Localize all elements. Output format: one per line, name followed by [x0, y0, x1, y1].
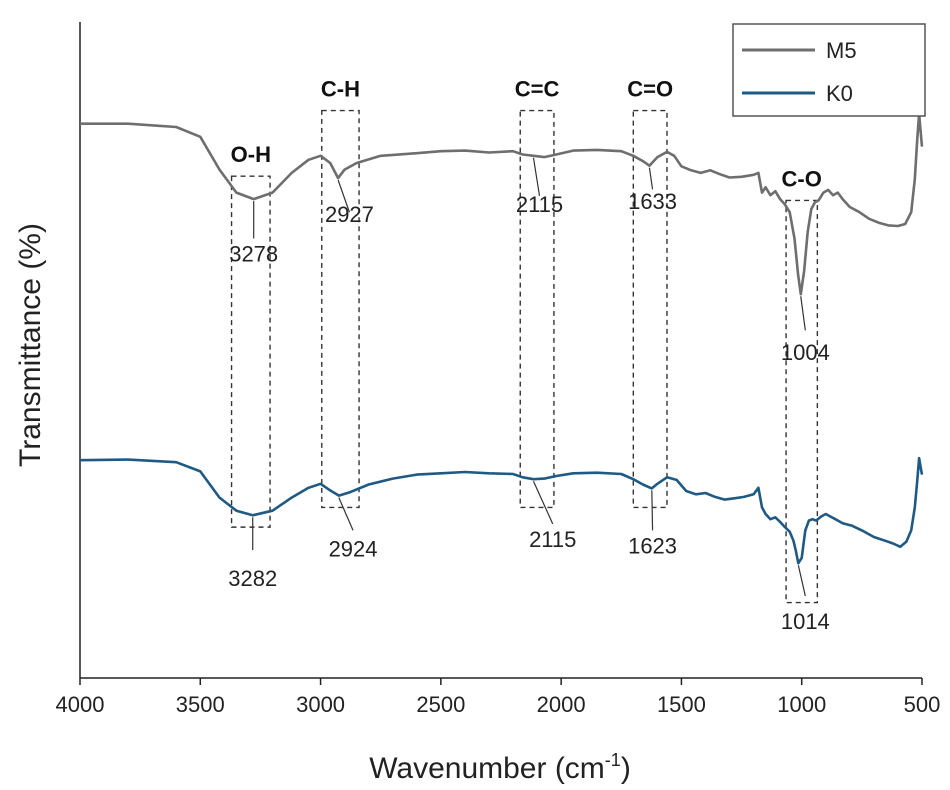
peak-label-k0-1623: 1623	[628, 533, 677, 558]
x-tick-label-1500: 1500	[657, 692, 706, 717]
x-tick-label-3000: 3000	[296, 692, 345, 717]
x-axis-title: Wavenumber (cm-1)	[369, 750, 631, 785]
band-label-ch: C-H	[321, 77, 360, 102]
series-line-m5	[80, 112, 924, 296]
plot-area: 4000 3500 3000 2500 2000 1500 1000 500 O-H C-H C=C…	[56, 22, 941, 717]
peak-leader-k0-2924	[338, 497, 354, 531]
legend-label-k0: K0	[826, 81, 853, 106]
x-tick-label-2000: 2000	[537, 692, 586, 717]
legend-label-m5: M5	[826, 38, 857, 63]
peak-label-k0-2115: 2115	[529, 527, 576, 552]
x-tick-label-2500: 2500	[416, 692, 465, 717]
peak-leader-k0-1623	[651, 490, 654, 531]
x-tick-label-3500: 3500	[176, 692, 225, 717]
x-axis-title-superscript: -1	[605, 750, 621, 770]
y-axis-title: Transmittance (%)	[14, 223, 47, 467]
x-axis-title-suffix: )	[621, 752, 631, 785]
peak-label-m5-2927: 2927	[325, 202, 374, 227]
peak-label-m5-3278: 3278	[229, 241, 278, 266]
legend-box	[732, 23, 926, 117]
peak-label-m5-2115: 2115	[516, 192, 563, 217]
x-tick-label-1000: 1000	[777, 692, 826, 717]
peak-leader-k0-1014	[797, 565, 806, 597]
series-line-k0	[79, 456, 924, 565]
peak-label-k0-3282: 3282	[228, 566, 277, 591]
peak-leader-m5-2927	[337, 179, 351, 213]
legend: M5 K0	[732, 23, 926, 117]
peak-leader-m5-1633	[648, 167, 654, 190]
peak-label-k0-1014: 1014	[781, 609, 830, 634]
peak-leader-m5-2115	[532, 157, 541, 196]
band-label-cc: C=C	[515, 77, 560, 102]
peak-label-k0-2924: 2924	[329, 537, 378, 562]
x-axis-title-prefix: Wavenumber (cm	[369, 752, 605, 785]
band-label-co: C=O	[627, 77, 673, 102]
peak-leader-m5-1004	[800, 296, 806, 331]
band-box-oh	[230, 175, 271, 528]
x-tick-label-500: 500	[904, 692, 941, 717]
peak-label-m5-1004: 1004	[781, 340, 830, 365]
band-box-ch	[321, 109, 360, 509]
band-label-oh: O-H	[231, 142, 271, 167]
x-tick-label-4000: 4000	[56, 692, 105, 717]
peak-leader-k0-2115	[532, 480, 554, 525]
peak-label-m5-1633: 1633	[628, 189, 677, 214]
band-label-co: C-O	[782, 166, 822, 191]
